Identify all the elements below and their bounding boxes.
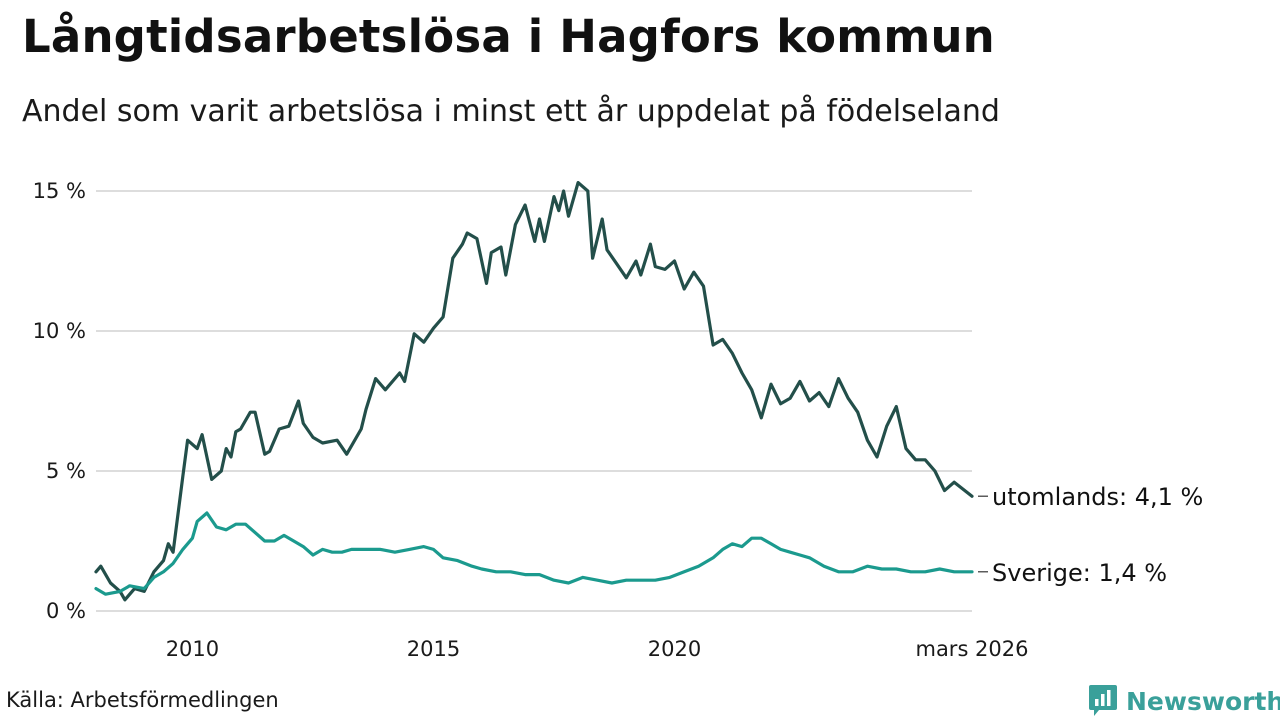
y-tick-label: 0 % [46, 599, 86, 623]
newsworthy-logo-icon [1089, 685, 1117, 716]
y-tick-label: 5 % [46, 459, 86, 483]
gridlines [96, 190, 972, 612]
chart-subtitle: Andel som varit arbetslösa i minst ett å… [22, 94, 1000, 129]
x-tick-label: mars 2026 [915, 637, 1028, 661]
x-tick-label: 2015 [407, 637, 460, 661]
x-tick-label: 2020 [648, 637, 701, 661]
y-axis-tick-labels: 0 % 5 % 10 % 15 % [33, 179, 86, 623]
x-tick-label: 2010 [166, 637, 219, 661]
series-line-utomlands [94, 181, 974, 602]
y-tick-label: 15 % [33, 179, 86, 203]
end-label-utomlands: utomlands: 4,1 % [992, 483, 1203, 511]
series-lines [94, 181, 974, 602]
chart-title: Långtidsarbetslösa i Hagfors kommun [22, 10, 995, 63]
y-tick-label: 10 % [33, 319, 86, 343]
series-line-sverige [94, 511, 974, 596]
newsworthy-logo[interactable]: Newsworthy [1088, 683, 1280, 719]
series-end-labels: utomlands: 4,1 % Sverige: 1,4 % [978, 483, 1203, 587]
x-axis-tick-labels: 2010 2015 2020 mars 2026 [166, 637, 1029, 661]
newsworthy-logo-text: Newsworthy [1126, 686, 1280, 716]
end-label-sverige: Sverige: 1,4 % [992, 559, 1167, 587]
source-note: Källa: Arbetsförmedlingen [6, 688, 279, 712]
